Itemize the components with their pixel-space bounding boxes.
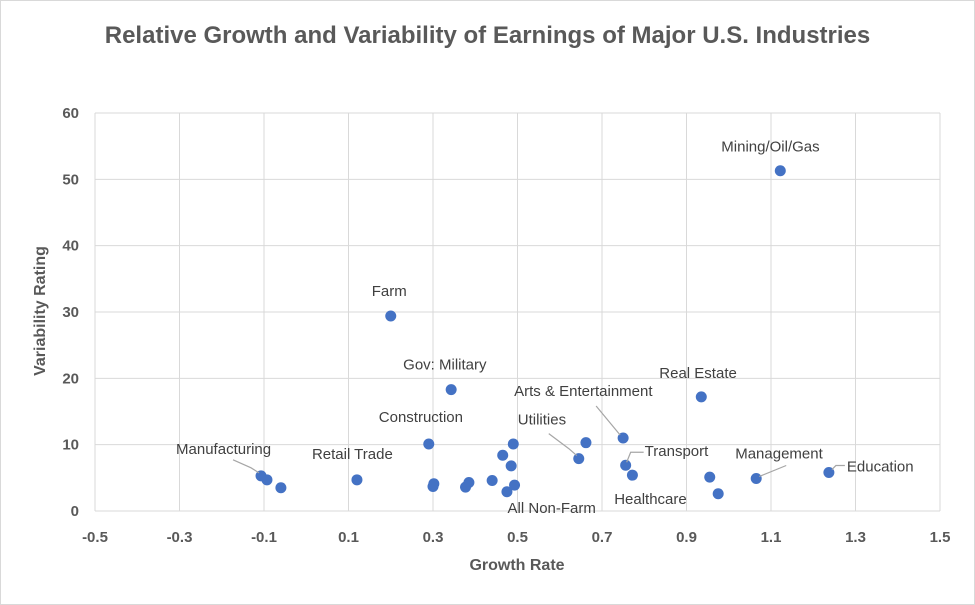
y-tick-label: 20 xyxy=(62,370,79,387)
data-point xyxy=(573,453,585,465)
leader-line xyxy=(831,464,845,470)
data-point xyxy=(626,469,638,481)
data-point xyxy=(423,438,435,450)
x-tick-label: 0.7 xyxy=(592,529,613,546)
marker-layer xyxy=(255,165,835,500)
point-label: Management xyxy=(735,445,823,462)
x-tick-label: 0.1 xyxy=(338,529,359,546)
point-label: Construction xyxy=(379,409,463,426)
point-label: Farm xyxy=(372,283,407,300)
point-label: Real Estate xyxy=(659,365,737,382)
data-point xyxy=(501,486,513,498)
leader-line xyxy=(548,433,578,457)
data-point xyxy=(507,438,519,450)
data-point xyxy=(704,471,716,483)
data-point xyxy=(261,474,273,486)
y-tick-label: 30 xyxy=(62,304,79,321)
point-label: Mining/Oil/Gas xyxy=(721,139,819,156)
leader-line xyxy=(626,451,644,463)
data-point xyxy=(275,482,287,494)
point-label: Retail Trade xyxy=(312,446,393,463)
y-tick-label: 10 xyxy=(62,437,79,454)
x-tick-label: 0.9 xyxy=(676,529,697,546)
label-layer: Manufacturing Retail Trade Farm Constructio… xyxy=(176,139,914,517)
point-label: Transport xyxy=(645,443,709,460)
data-point xyxy=(428,478,440,490)
data-point xyxy=(385,310,397,322)
point-label: Arts & Entertainment xyxy=(514,383,653,400)
leader-line xyxy=(595,405,621,436)
point-label: Utilities xyxy=(518,412,566,429)
data-point xyxy=(445,384,457,396)
data-point xyxy=(351,474,363,486)
data-point xyxy=(620,459,632,471)
point-label: Gov: Military xyxy=(403,357,487,374)
point-label: Education xyxy=(847,459,914,476)
point-label: Manufacturing xyxy=(176,441,271,458)
x-axis-title: Growth Rate xyxy=(469,557,565,574)
data-point xyxy=(712,488,724,500)
x-tick-label: 1.1 xyxy=(761,529,782,546)
data-point xyxy=(580,437,592,449)
x-tick-label: 0.3 xyxy=(423,529,444,546)
data-point xyxy=(509,479,521,491)
data-point xyxy=(695,391,707,403)
leader-line xyxy=(758,464,787,478)
point-label: All Non-Farm xyxy=(508,500,596,517)
data-point xyxy=(505,460,517,472)
y-tick-label: 60 xyxy=(62,105,79,122)
x-tick-label: -0.1 xyxy=(251,529,277,546)
data-point xyxy=(486,474,498,486)
x-tick-label: 1.5 xyxy=(930,529,951,546)
chart-title: Relative Growth and Variability of Earni… xyxy=(104,22,871,49)
point-label: Healthcare xyxy=(614,491,687,508)
y-tick-label: 50 xyxy=(62,171,79,188)
x-tick-label: -0.3 xyxy=(167,529,193,546)
y-tick-label: 0 xyxy=(71,503,79,520)
data-point xyxy=(463,476,475,488)
data-point xyxy=(774,165,786,177)
y-tick-label: 40 xyxy=(62,238,79,255)
data-point xyxy=(823,467,835,479)
data-point xyxy=(497,449,509,461)
x-tick-label: 0.5 xyxy=(507,529,528,546)
data-point xyxy=(617,432,629,444)
x-tick-label: -0.5 xyxy=(82,529,108,546)
data-point xyxy=(750,472,762,484)
leader-line xyxy=(232,459,260,474)
x-tick-label: 1.3 xyxy=(845,529,866,546)
